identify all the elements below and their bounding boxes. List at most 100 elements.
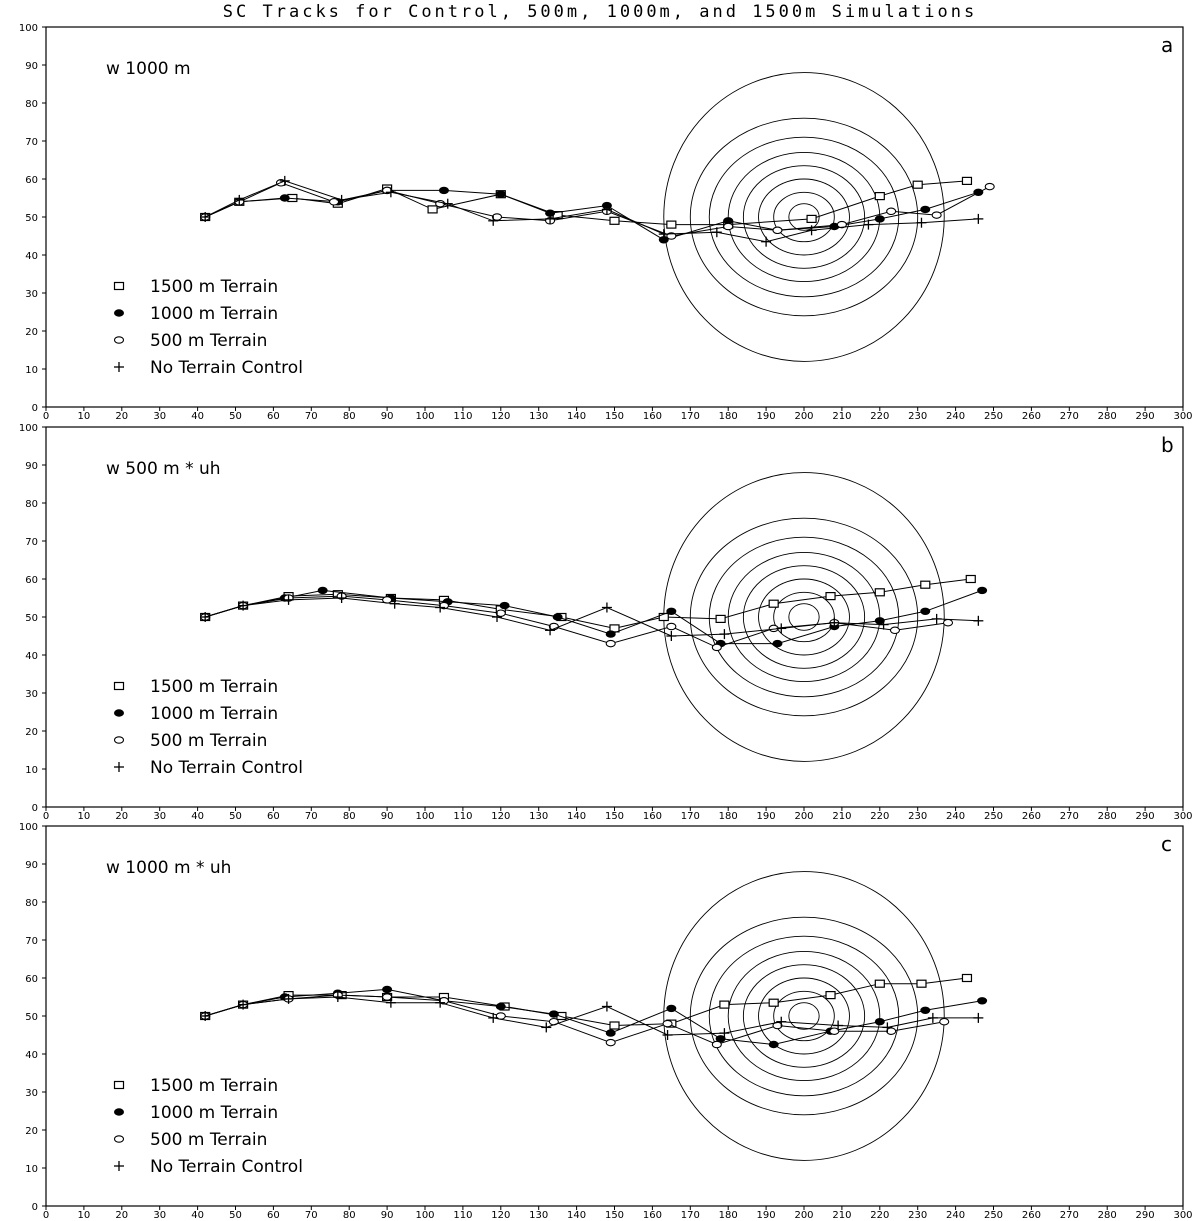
data-point [328, 198, 340, 206]
data-point [889, 626, 901, 635]
x-tick-label: 90 [381, 411, 394, 422]
x-tick-label: 80 [343, 811, 356, 822]
y-tick-label: 80 [25, 499, 38, 510]
data-point [874, 1018, 885, 1026]
legend-marker [114, 1161, 124, 1171]
series-line [205, 597, 979, 637]
terrain-contour [758, 977, 850, 1055]
x-tick-label: 10 [78, 411, 91, 422]
y-tick-label: 0 [32, 403, 38, 414]
x-tick-label: 190 [757, 811, 776, 822]
data-point [317, 586, 328, 595]
data-point [806, 214, 817, 223]
data-point [279, 175, 290, 186]
x-tick-label: 40 [191, 411, 204, 422]
x-tick-label: 220 [870, 1210, 889, 1221]
terrain-contour [727, 950, 881, 1082]
x-tick-label: 140 [567, 1210, 586, 1221]
x-tick-label: 270 [1060, 1210, 1079, 1221]
data-point [836, 220, 847, 229]
data-point [605, 630, 616, 638]
data-point [336, 593, 347, 603]
data-point [279, 194, 290, 202]
x-tick-label: 70 [305, 411, 318, 422]
x-tick-label: 150 [605, 411, 624, 422]
data-point [601, 204, 612, 215]
legend-label: 500 m Terrain [150, 331, 267, 351]
data-point [961, 973, 973, 983]
y-tick-label: 50 [25, 213, 38, 224]
x-tick-label: 150 [605, 1210, 624, 1221]
data-point [833, 1020, 844, 1031]
data-point [336, 194, 347, 205]
x-tick-label: 110 [453, 1210, 472, 1221]
y-tick-label: 70 [25, 936, 38, 947]
data-point [711, 227, 722, 238]
data-point [912, 180, 923, 189]
series-line [204, 180, 979, 243]
data-point [666, 631, 677, 641]
x-tick-label: 120 [491, 811, 510, 822]
y-tick-label: 30 [25, 289, 38, 300]
data-point [939, 1017, 950, 1026]
x-tick-label: 220 [870, 811, 889, 822]
legend-label: No Terrain Control [150, 758, 303, 778]
data-point [605, 639, 616, 648]
x-tick-label: 140 [567, 811, 586, 822]
x-tick-label: 210 [832, 1210, 851, 1221]
data-point [552, 613, 563, 621]
panel-b: 0 10 20 30 40 50 60 70 80 90 100 110 120 130 140 150 160… [19, 423, 1193, 822]
terrain-contours [663, 871, 945, 1161]
data-point [385, 187, 396, 198]
legend: 1500 m Terrain 1000 m Terrain 500 m Terrai… [113, 1076, 303, 1177]
x-tick-label: 90 [381, 1210, 394, 1221]
x-tick-label: 250 [984, 811, 1003, 822]
data-point [878, 619, 889, 630]
data-point [662, 1030, 673, 1040]
x-tick-label: 130 [529, 1210, 548, 1221]
series-plus [200, 175, 984, 247]
data-point [977, 997, 988, 1005]
data-point [874, 192, 885, 201]
terrain-contour [788, 203, 820, 231]
x-tick-label: 50 [229, 1210, 242, 1221]
x-tick-label: 100 [415, 411, 434, 422]
terrain-contour [727, 151, 881, 283]
x-tick-label: 250 [984, 411, 1003, 422]
x-tick-label: 240 [946, 811, 965, 822]
series-open-circle [200, 592, 954, 652]
x-tick-label: 70 [305, 1210, 318, 1221]
y-tick-label: 80 [25, 99, 38, 110]
data-point [488, 1012, 499, 1023]
data-point [723, 222, 734, 231]
legend-marker [114, 362, 124, 372]
y-tick-label: 60 [25, 974, 38, 985]
terrain-contour [758, 578, 850, 656]
terrain-contour [788, 603, 820, 631]
data-point [863, 219, 874, 230]
data-point [382, 985, 393, 994]
x-tick-label: 230 [908, 1210, 927, 1221]
data-point [427, 205, 438, 214]
x-tick-label: 160 [643, 411, 662, 422]
x-tick-label: 10 [78, 811, 91, 822]
data-point [666, 622, 677, 631]
y-tick-label: 10 [25, 365, 38, 376]
x-tick-label: 50 [229, 411, 242, 422]
terrain-contour [663, 472, 945, 762]
data-point [719, 629, 730, 640]
x-tick-label: 230 [908, 811, 927, 822]
legend-label: No Terrain Control [150, 1157, 303, 1177]
y-tick-label: 60 [25, 575, 38, 586]
x-tick-label: 0 [43, 811, 49, 822]
legend-marker [113, 1135, 125, 1143]
figure-title: SC Tracks for Control, 500m, 1000m, and … [222, 2, 978, 22]
legend: 1500 m Terrain 1000 m Terrain 500 m Terrai… [113, 677, 303, 778]
data-point [609, 1021, 620, 1030]
x-tick-label: 100 [415, 1210, 434, 1221]
data-point [874, 588, 885, 597]
x-tick-label: 300 [1173, 811, 1192, 822]
x-tick-label: 80 [343, 411, 356, 422]
legend-label: 1500 m Terrain [150, 677, 278, 697]
